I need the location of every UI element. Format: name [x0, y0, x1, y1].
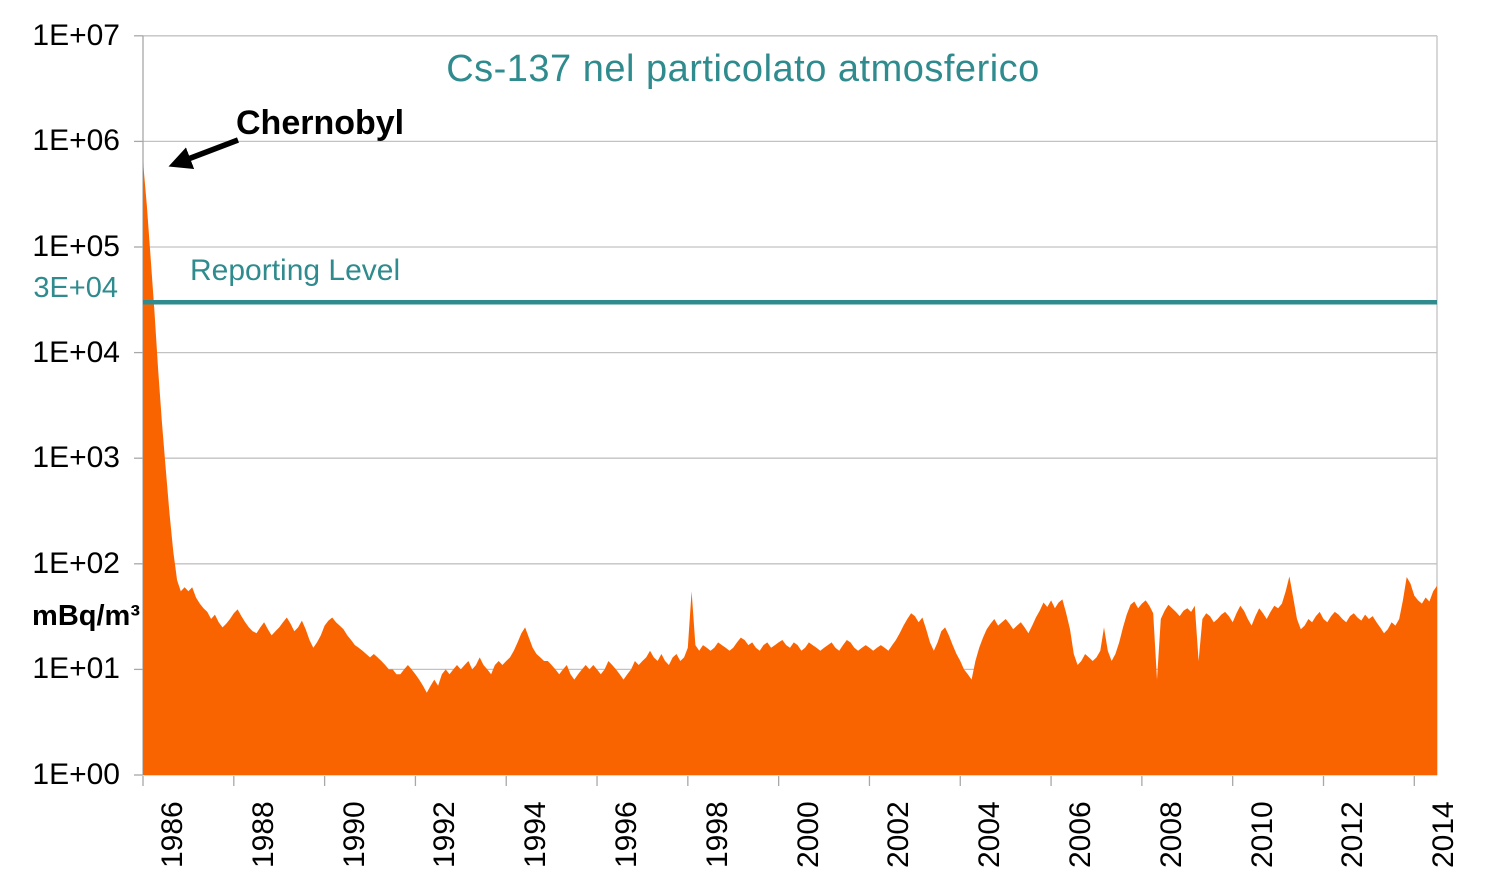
- x-tick-label-1994: 1994: [519, 801, 553, 868]
- x-tick-label-2014: 2014: [1427, 801, 1461, 868]
- x-tick-label-1986: 1986: [156, 801, 189, 868]
- reporting-level-value-tick: 3E+04: [33, 272, 118, 304]
- y-tick-label-1E+04: 1E+04: [32, 335, 120, 369]
- y-tick-label-1E+01: 1E+01: [32, 652, 120, 686]
- x-tick-label-2006: 2006: [1064, 801, 1098, 868]
- chernobyl-arrow: [168, 137, 239, 170]
- x-tick-label-2002: 2002: [882, 801, 916, 868]
- x-tick-label-1988: 1988: [246, 801, 280, 868]
- cs137-area-series: [143, 161, 1437, 775]
- y-tick-label-1E+03: 1E+03: [32, 441, 120, 475]
- y-tick-label-1E+06: 1E+06: [32, 124, 120, 158]
- x-tick-label-2012: 2012: [1336, 801, 1370, 868]
- y-tick-label-1E+02: 1E+02: [32, 546, 120, 580]
- chernobyl-annotation-label: Chernobyl: [236, 104, 405, 142]
- x-tick-label-2010: 2010: [1245, 801, 1279, 868]
- x-tick-label-1998: 1998: [700, 801, 734, 868]
- y-axis-unit-label: mBq/m³: [32, 600, 140, 632]
- x-tick-label-2004: 2004: [973, 801, 1007, 868]
- chart-title: Cs-137 nel particolato atmosferico: [446, 48, 1040, 90]
- y-tick-label-1E+07: 1E+07: [32, 18, 120, 52]
- y-tick-label-1E+05: 1E+05: [32, 230, 120, 263]
- reporting-level-label: Reporting Level: [190, 254, 401, 287]
- x-tick-label-1992: 1992: [428, 801, 462, 868]
- y-tick-label-1E+00: 1E+00: [32, 758, 120, 791]
- x-tick-label-1996: 1996: [610, 801, 644, 868]
- x-tick-label-2000: 2000: [791, 801, 825, 868]
- x-tick-label-2008: 2008: [1154, 801, 1188, 868]
- x-tick-label-1990: 1990: [337, 801, 371, 868]
